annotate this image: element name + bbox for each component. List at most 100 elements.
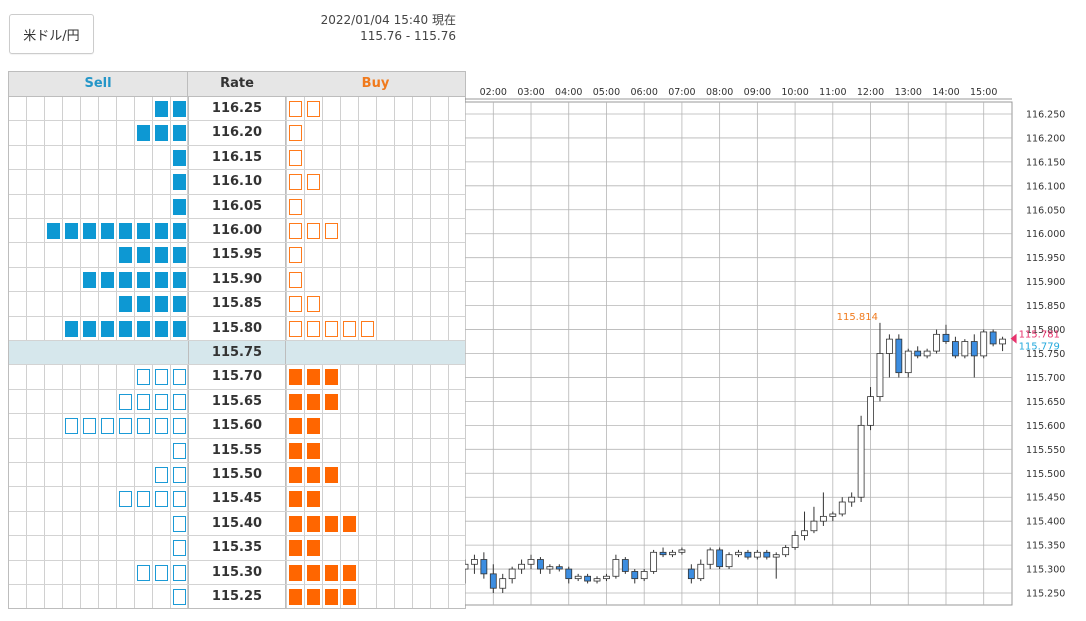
y-tick-label: 115.700 [1026,373,1065,384]
sell-block [64,223,78,239]
candle-body [801,530,808,536]
sell-block [136,564,150,581]
buy-block [288,271,302,288]
buy-cells [286,267,466,292]
buy-block [288,174,302,191]
sell-block [136,247,150,264]
y-tick-label: 115.850 [1026,301,1065,312]
buy-block [306,589,320,605]
candle-body [904,350,912,374]
candle-body [489,573,497,589]
bid-ask-label: 115.76 - 115.76 [360,29,456,43]
x-tick-label: 11:00 [819,87,846,98]
sell-block [118,223,132,239]
y-tick-label: 116.100 [1026,181,1065,192]
buy-block [306,320,320,337]
y-tick-label: 116.050 [1026,205,1065,216]
order-row: 116.25 [8,97,466,122]
sell-block [154,564,168,581]
sell-block [172,247,186,264]
buy-block [342,564,356,581]
sell-block [172,296,186,313]
sell-block [118,418,132,435]
order-row: 116.10 [8,170,466,195]
sell-block [172,418,186,435]
candle-body [565,568,573,580]
candle-body [537,559,544,570]
current-price-marker [1010,333,1017,344]
sell-block [172,515,186,532]
rate-label: 115.80 [188,316,286,340]
sell-block [154,467,168,483]
candle-body [518,563,525,570]
ask-price-label: 115.781 [1019,330,1060,341]
rate-label: 115.30 [188,560,286,584]
y-tick-label: 115.300 [1026,565,1065,576]
quote-header: 2022/01/04 15:40 現在 115.76 - 115.76 [280,12,456,44]
y-tick-label: 115.400 [1026,517,1065,528]
sell-block [154,223,168,239]
candle-body [876,353,884,398]
buy-block [288,418,302,435]
x-tick-label: 09:00 [744,87,771,98]
sell-block [82,223,96,239]
order-row: 115.85 [8,292,466,317]
y-tick-label: 116.000 [1026,229,1065,240]
candle-body [942,333,950,342]
buy-block [306,174,320,191]
buy-cells [286,145,466,170]
sell-block [172,125,186,142]
buy-block [306,418,320,435]
sell-block [136,418,150,435]
x-tick-label: 07:00 [668,87,695,98]
rate-label: 115.75 [188,341,286,365]
sell-block [172,320,186,337]
rate-label: 115.60 [188,414,286,438]
order-row: 115.30 [8,560,466,585]
sell-block [172,589,186,605]
x-tick-label: 14:00 [932,87,959,98]
order-board: Sell Rate Buy 116.25 116.20 116.15 116.10 11… [8,71,466,610]
sell-header: Sell [8,71,188,97]
sell-block [82,320,96,337]
sell-cells [8,145,188,170]
candle-body [772,554,780,558]
candle-body [706,549,714,565]
rate-label: 115.70 [188,365,286,389]
timestamp-label: 2022/01/04 15:40 現在 [320,13,456,27]
currency-pair-button[interactable]: 米ドル/円 [9,14,94,54]
order-row: 115.95 [8,243,466,268]
candle-body [465,563,469,570]
sell-block [100,418,114,435]
sell-block [136,271,150,288]
candle-body [970,341,978,357]
buy-block [288,564,302,581]
candle-body [640,571,648,580]
candle-body [885,338,893,354]
sell-block [172,271,186,288]
candle-body [744,551,752,558]
x-tick-label: 05:00 [593,87,620,98]
candle-body [508,568,516,580]
sell-cells [8,194,188,218]
sell-block [100,320,114,337]
sell-block [100,223,114,239]
rate-label: 116.00 [188,219,286,243]
rate-label: 116.05 [188,194,286,218]
x-tick-label: 06:00 [630,87,657,98]
candle-body [819,515,827,522]
candle-body [480,559,488,575]
buy-block [288,320,302,337]
candle-body [687,568,695,580]
candle-body [791,535,799,548]
x-tick-label: 08:00 [706,87,733,98]
buy-block [306,491,320,508]
candle-body [471,559,478,565]
order-row: 115.35 [8,536,466,561]
buy-block [288,369,302,386]
sell-block [154,271,168,288]
buy-block [306,467,320,483]
candle-body [838,501,846,515]
candle-body [725,554,733,568]
sell-block [82,418,96,435]
